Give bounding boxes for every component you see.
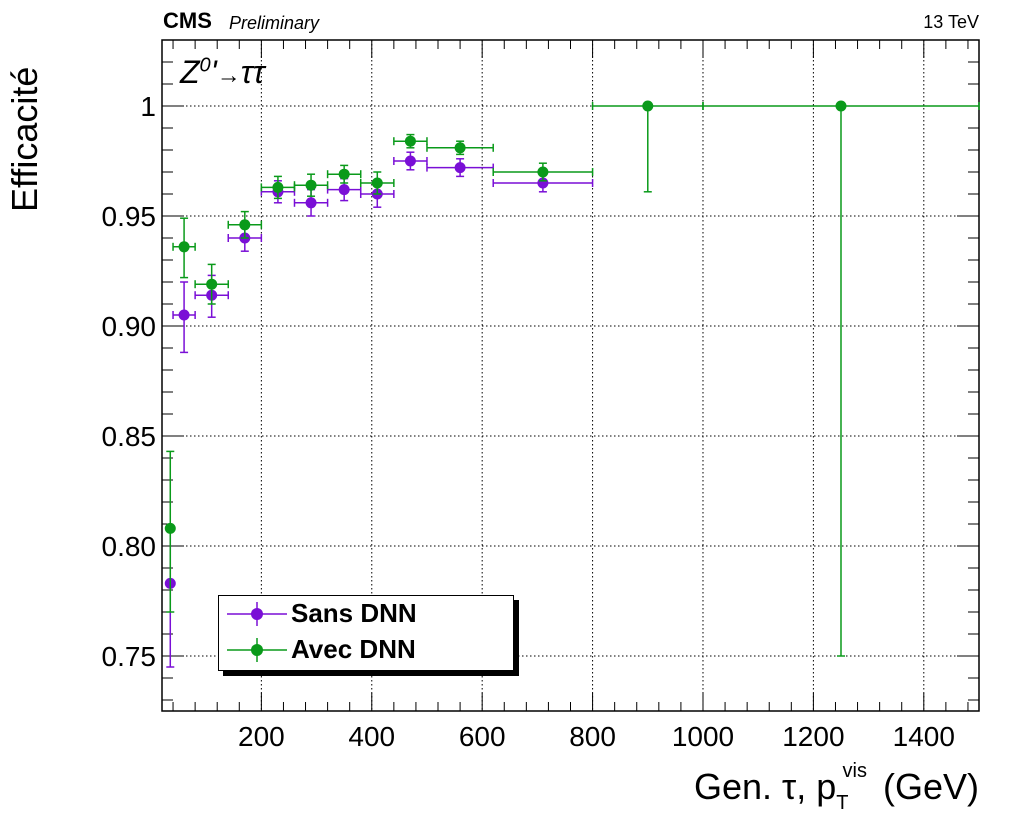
x-tick-label: 800 bbox=[569, 721, 616, 752]
process-superscript: 0 bbox=[199, 54, 211, 77]
data-point bbox=[835, 100, 847, 112]
y-tick-label: 0.90 bbox=[102, 311, 157, 342]
y-tick-label: 1 bbox=[140, 91, 156, 122]
legend-label-avec-dnn: Avec DNN bbox=[291, 634, 416, 664]
data-point bbox=[272, 181, 284, 193]
y-tick-label: 0.75 bbox=[102, 641, 157, 672]
legend-marker-avec-dnn bbox=[227, 638, 287, 662]
process-products: ττ bbox=[240, 54, 265, 90]
data-point bbox=[164, 522, 176, 534]
legend-entry-avec-dnn: Avec DNN bbox=[219, 632, 513, 668]
status-label: Preliminary bbox=[229, 13, 320, 33]
series-sans-dnn bbox=[164, 151, 594, 668]
process-arrow: → bbox=[216, 62, 241, 89]
data-point bbox=[404, 155, 416, 167]
legend-entry-sans-dnn: Sans DNN bbox=[219, 596, 513, 632]
x-axis-label-unit: (GeV) bbox=[882, 766, 979, 807]
x-tick-label: 400 bbox=[348, 721, 395, 752]
data-point bbox=[537, 166, 549, 178]
data-point bbox=[178, 241, 190, 253]
axis-ticks bbox=[162, 39, 979, 711]
data-point bbox=[305, 179, 317, 191]
data-point bbox=[239, 219, 251, 231]
series-avec-dnn bbox=[164, 100, 980, 657]
energy-label: 13 TeV bbox=[923, 12, 979, 32]
y-tick-label: 0.95 bbox=[102, 201, 157, 232]
legend: Sans DNN Avec DNN bbox=[218, 595, 514, 671]
process-prime: ' bbox=[210, 54, 217, 90]
process-boson: Z bbox=[180, 54, 200, 90]
data-point bbox=[454, 142, 466, 154]
x-tick-label: 1000 bbox=[672, 721, 734, 752]
data-series bbox=[164, 100, 980, 668]
x-tick-label: 1200 bbox=[782, 721, 844, 752]
legend-label-sans-dnn: Sans DNN bbox=[291, 598, 417, 628]
x-tick-label: 1400 bbox=[893, 721, 955, 752]
data-point bbox=[338, 168, 350, 180]
x-axis-label: Gen. τ, pTvis (GeV) bbox=[694, 760, 979, 814]
x-tick-label: 600 bbox=[459, 721, 506, 752]
x-axis-label-superscript: vis bbox=[842, 760, 867, 782]
data-point bbox=[338, 184, 350, 196]
data-point bbox=[404, 135, 416, 147]
data-point bbox=[206, 278, 218, 290]
tick-labels: 200 400 600 800 1000 1200 1400 0.75 0.80 0.85 0.90… bbox=[102, 91, 955, 752]
legend-marker-sans-dnn bbox=[227, 602, 287, 626]
data-point bbox=[178, 309, 190, 321]
data-point bbox=[305, 197, 317, 209]
y-tick-label: 0.85 bbox=[102, 421, 157, 452]
data-point bbox=[454, 162, 466, 174]
experiment-label: CMS bbox=[163, 8, 212, 33]
x-tick-label: 200 bbox=[238, 721, 285, 752]
x-axis-label-prefix: Gen. τ, p bbox=[694, 766, 837, 807]
x-axis-label-subscript: T bbox=[836, 792, 849, 814]
process-label: Z0'→ττ bbox=[180, 54, 265, 91]
data-point bbox=[642, 100, 654, 112]
y-tick-label: 0.80 bbox=[102, 531, 157, 562]
y-axis-label: Efficacité bbox=[4, 66, 45, 212]
data-point bbox=[371, 177, 383, 189]
